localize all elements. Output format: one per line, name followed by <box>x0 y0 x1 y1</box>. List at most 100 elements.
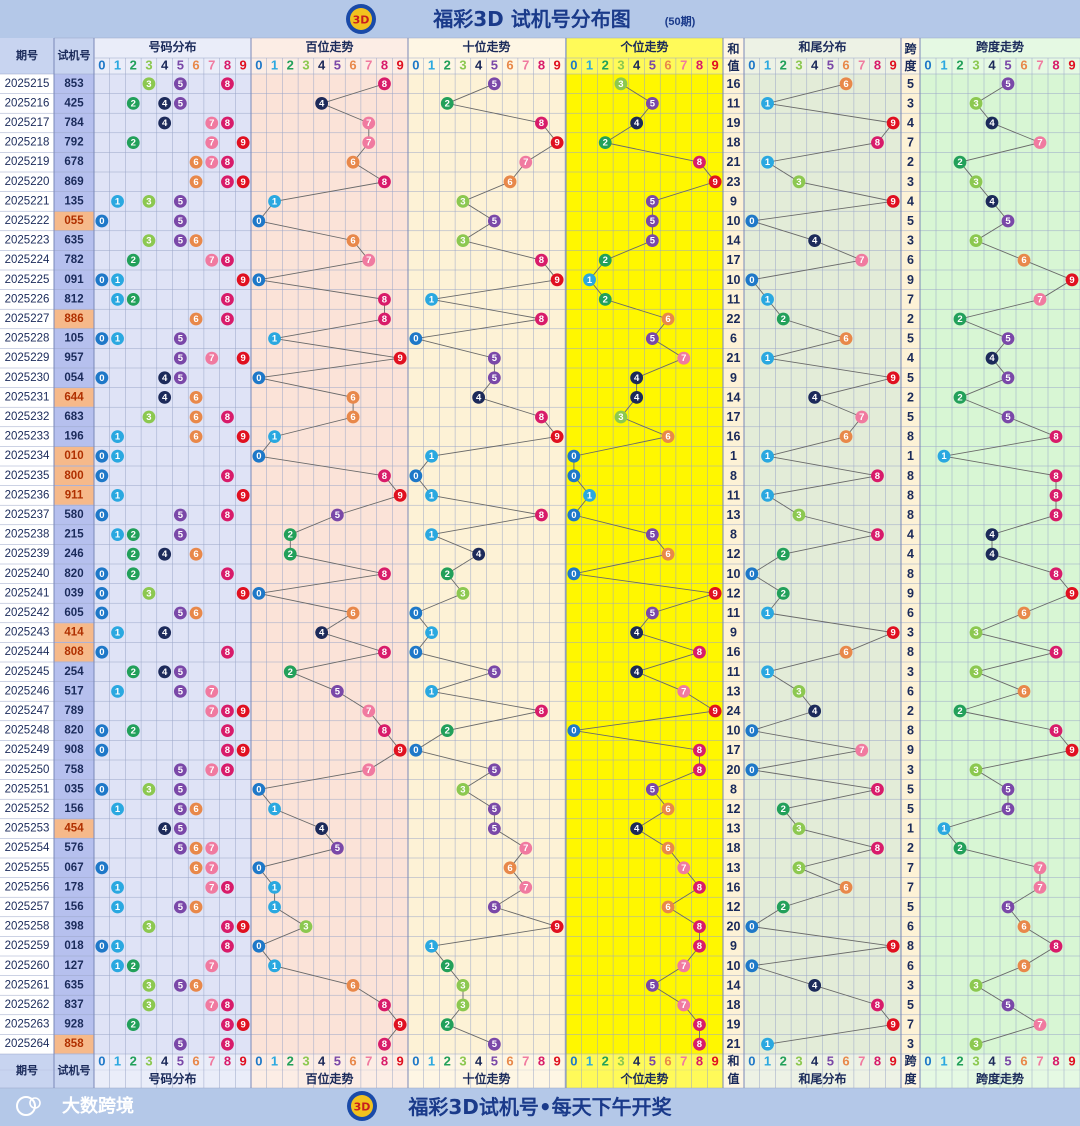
dist-ball-5: 5 <box>173 685 187 698</box>
dist-ball-2: 2 <box>126 665 140 679</box>
ball-digit: 2 <box>445 569 450 580</box>
tens-ball: 5 <box>487 77 501 91</box>
digit-header-spant-3: 3 <box>972 1054 979 1069</box>
ball-circle <box>661 802 675 816</box>
tail-ball: 1 <box>761 489 774 502</box>
table-row: 2025240 820 0 2 8 8 2 0 10 0 8 8 <box>5 567 1063 581</box>
span-cell: 5 <box>907 214 914 228</box>
ball-circle <box>871 783 884 796</box>
ball-digit: 5 <box>650 530 656 541</box>
ball-circle <box>173 195 187 208</box>
digit-header-spant-5: 5 <box>1004 58 1011 73</box>
ball-digit: 6 <box>193 314 198 325</box>
ball-circle <box>1001 410 1015 424</box>
ball-digit: 9 <box>398 745 403 756</box>
units-ball: 8 <box>693 881 706 894</box>
ball-digit: 8 <box>1053 569 1058 580</box>
ball-circle <box>630 626 644 639</box>
sum-cell: 11 <box>727 292 740 306</box>
ball-digit: 1 <box>115 804 121 815</box>
ball-circle <box>173 802 187 816</box>
hund-ball: 4 <box>315 626 329 639</box>
ball-circle <box>173 685 187 698</box>
tens-ball: 3 <box>456 587 470 600</box>
span-cell: 3 <box>907 665 914 679</box>
dist-ball-7: 7 <box>205 253 219 267</box>
ball-digit: 8 <box>1053 471 1058 482</box>
table-row: 2025256 178 1 7 8 1 7 8 16 6 7 7 <box>5 880 1047 894</box>
ball-digit: 5 <box>178 98 184 109</box>
tens-ball: 0 <box>409 332 423 345</box>
ball-digit: 0 <box>99 451 104 462</box>
ball-digit: 1 <box>429 941 435 952</box>
ball-digit: 3 <box>973 236 978 247</box>
ball-digit: 4 <box>634 373 640 384</box>
ball-digit: 8 <box>225 118 230 129</box>
table-row: 2025221 135 1 3 5 1 3 5 9 9 4 4 <box>5 194 999 208</box>
ball-digit: 5 <box>178 784 184 795</box>
ball-digit: 3 <box>796 177 801 188</box>
dist-ball-4: 4 <box>158 822 172 835</box>
ball-digit: 0 <box>571 726 576 737</box>
digit-header-units-5: 5 <box>649 1054 656 1069</box>
dist-ball-6: 6 <box>189 391 203 404</box>
units-ball: 4 <box>630 665 644 679</box>
ball-digit: 5 <box>178 530 184 541</box>
ball-digit: 0 <box>99 334 104 345</box>
table-row: 2025248 820 0 2 8 8 2 0 10 0 8 8 <box>5 724 1063 738</box>
period-cell: 2025236 <box>5 489 50 501</box>
ball-circle <box>708 587 722 600</box>
ball-circle <box>268 332 281 345</box>
header-hundreds: 百位走势 <box>305 39 353 54</box>
ball-circle <box>221 116 234 130</box>
digit-header-tail-2: 2 <box>780 1054 787 1069</box>
dist-ball-8: 8 <box>221 469 234 483</box>
span-ball: 3 <box>969 1037 983 1051</box>
ball-digit: 1 <box>115 686 121 697</box>
ball-circle <box>111 293 124 306</box>
brand-logo-icon <box>16 1096 41 1116</box>
tens-ball: 3 <box>456 979 470 992</box>
ball-digit: 5 <box>1005 1000 1011 1011</box>
span-cell: 2 <box>907 390 914 404</box>
tail-ball: 6 <box>839 645 853 659</box>
ball-digit: 3 <box>146 236 151 247</box>
ball-digit: 0 <box>571 510 576 521</box>
ball-digit: 5 <box>178 373 184 384</box>
digit-header-tens-8: 8 <box>538 1054 545 1069</box>
ball-digit: 3 <box>796 510 801 521</box>
ball-digit: 6 <box>350 412 355 423</box>
ball-circle <box>378 645 391 659</box>
span-cell: 8 <box>907 430 914 444</box>
period-cell: 2025244 <box>5 646 50 658</box>
period-cell: 2025226 <box>5 293 50 305</box>
digit-header-tail-1: 1 <box>764 58 771 73</box>
dist-ball-8: 8 <box>221 293 234 306</box>
ball-circle <box>645 783 659 796</box>
ball-circle <box>487 822 501 835</box>
dist-ball-9: 9 <box>236 430 250 443</box>
ball-circle <box>1001 900 1015 914</box>
table-row: 2025250 758 5 7 8 7 5 8 20 0 3 3 <box>5 763 983 777</box>
trend-line-tail <box>750 83 895 1045</box>
ball-digit: 4 <box>319 98 325 109</box>
ball-digit: 7 <box>859 255 864 266</box>
ball-circle <box>173 606 187 620</box>
ball-circle <box>362 136 376 150</box>
ball-digit: 5 <box>492 373 498 384</box>
period-cell: 2025243 <box>5 627 50 639</box>
digit-header-tens-5: 5 <box>491 1054 498 1069</box>
ball-digit: 8 <box>225 882 230 893</box>
period-cell: 2025228 <box>5 333 50 345</box>
footer-sum-bottom: 值 <box>727 1071 739 1086</box>
ball-digit: 2 <box>781 902 786 913</box>
ball-circle <box>425 528 438 541</box>
dist-ball-6: 6 <box>189 547 203 561</box>
period-cell: 2025238 <box>5 529 50 541</box>
header-span-trend: 跨度走势 <box>976 39 1024 54</box>
ball-digit: 4 <box>989 530 995 541</box>
ball-circle <box>221 743 234 757</box>
ball-circle <box>111 528 124 541</box>
ball-digit: 2 <box>131 569 136 580</box>
